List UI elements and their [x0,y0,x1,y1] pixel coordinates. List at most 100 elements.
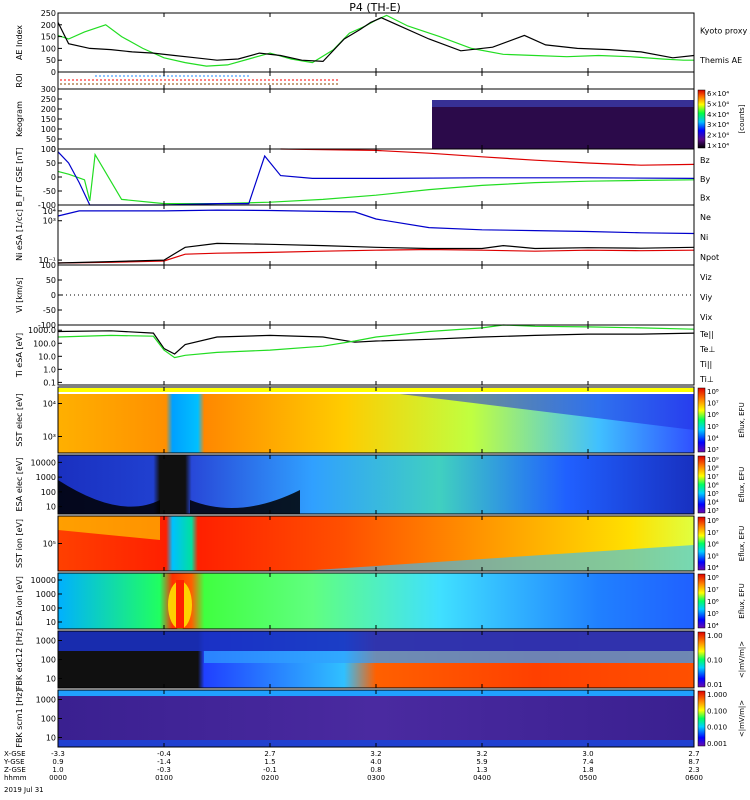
ytick-label: -50 [43,306,56,315]
fbk-e-mid [204,651,694,663]
ephem-label-3: hhmm [4,774,27,782]
esa-elec-overlay [58,480,160,514]
esa-elec-heatmap [58,455,694,514]
ephem-value: 3.2 [370,750,381,758]
legend-velocity-1: Viy [700,293,713,302]
ytick-label: 0 [51,173,56,182]
ephem-value: 0400 [473,774,491,782]
ytick-label: 150 [41,33,56,42]
colorbar-tick: 10³ [707,507,719,515]
ephem-value: 3.2 [476,750,487,758]
colorbar-tick: 10⁸ [707,388,719,396]
ytick-label: 1000 [36,696,56,705]
ephem-label-2: Z-GSE [4,766,26,774]
colorbar-tick: 1.000 [707,691,727,699]
panel-density-ylabel: Ni eSA [1/cc] [15,209,24,261]
ytick-label: 10 [46,734,56,743]
ytick-label: 0 [51,291,56,300]
ytick-label: 100 [41,656,56,665]
series-bfield-bz [280,148,695,166]
colorbar-tick: 10⁸ [707,574,719,582]
sst-ion-overlay [58,516,160,540]
ytick-label: -100 [38,321,56,330]
ytick-label: 300 [41,85,56,94]
ephem-value: 0000 [49,774,67,782]
ytick-label: 200 [41,105,56,114]
panel-esa_e-ylabel: ESA elec [eV] [15,458,24,512]
colorbar-label-sst_i: Eflux, EFU [738,526,746,561]
panel-sst_e-ylabel: SST elec [eV] [15,393,24,446]
colorbar-tick: 5×10⁴ [707,100,729,108]
ytick-label: 0.1 [43,378,56,387]
ytick-label: 100 [41,715,56,724]
ytick-label: 10000 [31,458,56,467]
ytick-label: 100 [41,488,56,497]
colorbar-tick: 10⁵ [707,490,719,498]
series-bfield-by [57,152,695,205]
ephem-value: 0200 [261,774,279,782]
colorbar-tick: 1.00 [707,632,723,640]
ytick-label: 10⁵ [43,540,56,549]
colorbar-label-fbk_b: <|mV/m|> [738,700,746,737]
ephem-value: -0.4 [157,750,171,758]
colorbar-tick: 10⁷ [707,586,719,594]
colorbar-tick: 10⁹ [707,456,719,464]
ytick-label: -100 [38,201,56,210]
panel-bfield-frame [57,148,695,206]
colorbar-tick: 10⁴ [707,622,719,630]
colorbar-tick: 10⁶ [707,411,719,419]
ephem-value: 0300 [367,774,385,782]
ytick-label: 50 [46,159,56,168]
ytick-label: 50 [46,56,56,65]
colorbar-tick: 4×10⁴ [707,111,729,119]
roi-markers [60,75,340,85]
colorbar-tick: 3×10⁴ [707,121,729,129]
colorbar-tick: 10⁶ [707,598,719,606]
figure-title: P4 (TH-E) [349,1,401,14]
colorbar-tick: 0.10 [707,657,723,665]
colorbar-label-keogram: [counts] [738,104,746,133]
legend-density-1: Ni [700,233,708,242]
panel-temperature-ylabel: Ti eSA [eV] [15,333,24,378]
ephem-value: 2.7 [264,750,275,758]
ytick-label: 0 [51,145,56,154]
ephem-value: 7.4 [582,758,594,766]
colorbar-tick: 0.100 [707,707,727,715]
colorbar-tick: 10⁶ [707,541,719,549]
ephem-value: 0.8 [370,766,381,774]
ephem-value: 1.8 [582,766,593,774]
ytick-label: 10 [46,618,56,627]
panel-density-frame [57,204,695,266]
ytick-label: 50 [46,276,56,285]
ephem-value: 0100 [155,774,173,782]
esa-elec-overlay-2 [190,490,300,514]
series-ae-kyoto-proxy-ae [57,14,694,67]
series-density-ni [57,242,695,264]
ytick-label: 50 [46,135,56,144]
colorbar-label-sst_e: Eflux, EFU [738,402,746,437]
colorbar-keogram [697,89,706,149]
colorbar-tick: 10⁵ [707,610,719,618]
colorbar-tick: 10⁷ [707,473,719,481]
ephem-value: 0.9 [52,758,63,766]
legend-temperature-1: Te⊥ [699,345,715,354]
legend-bfield-0: Bz [700,156,710,165]
legend-bfield-1: By [700,175,710,184]
legend-ae-1: Themis AE [699,56,742,65]
colorbar-label-esa_e: Eflux, EFU [738,467,746,502]
colorbar-tick: 2×10⁴ [707,132,729,140]
colorbar-sst_e [697,387,706,453]
sst-ion-overlay-2 [300,545,694,571]
colorbar-tick: 0.001 [707,740,727,748]
colorbar-tick: 1×10⁴ [707,142,729,150]
panel-velocity-ylabel: Vi [km/s] [15,277,24,313]
ytick-label: 10³ [43,217,56,226]
ephem-value: 0500 [579,774,597,782]
colorbar-tick: 10⁶ [707,482,719,490]
colorbar-esa_i [697,573,706,629]
colorbar-tick: 0.010 [707,724,727,732]
ytick-label: 100 [41,44,56,53]
esa-ion-core-2 [176,580,184,628]
colorbar-tick: 10⁷ [707,529,719,537]
